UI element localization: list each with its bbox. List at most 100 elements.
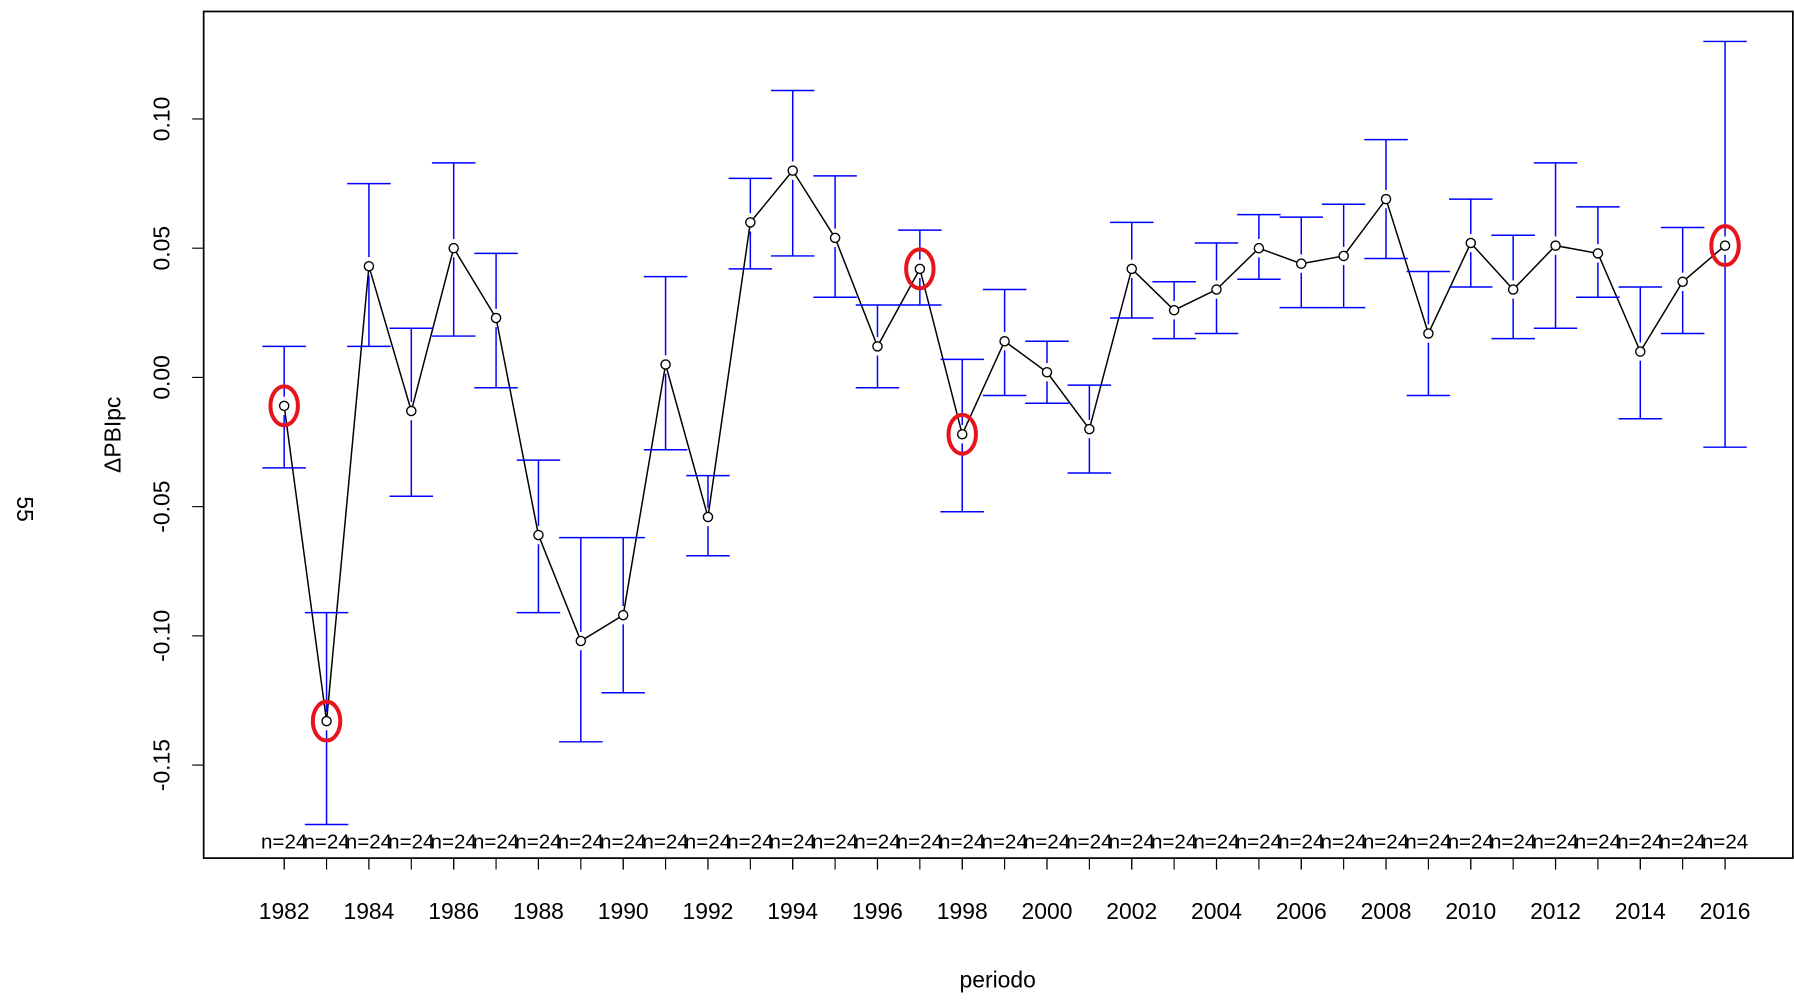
x-tick-label: 2012 xyxy=(1530,898,1581,924)
y-axis-label: ΔPBIpc xyxy=(99,397,125,473)
x-tick-label: 1988 xyxy=(513,898,564,924)
x-tick-label: 1990 xyxy=(598,898,649,924)
point xyxy=(575,635,587,647)
n-label: n=24 xyxy=(303,831,349,854)
point xyxy=(1677,276,1688,288)
point xyxy=(617,609,629,621)
n-label: n=24 xyxy=(1066,831,1112,854)
n-label: n=24 xyxy=(981,831,1027,854)
n-label: n=24 xyxy=(642,831,688,854)
point xyxy=(1126,263,1138,275)
x-tick-label: 2008 xyxy=(1361,898,1412,924)
n-label: n=24 xyxy=(600,831,646,854)
x-tick-label: 2016 xyxy=(1700,898,1751,924)
y-tick-label: -0.15 xyxy=(149,739,175,791)
n-label: n=24 xyxy=(1659,831,1705,854)
x-tick-label: 1984 xyxy=(343,898,394,924)
point xyxy=(914,263,926,275)
n-label: n=24 xyxy=(388,831,434,854)
x-tick-label: 1992 xyxy=(683,898,734,924)
x-tick-label: 2014 xyxy=(1615,898,1666,924)
n-label: n=24 xyxy=(1193,831,1239,854)
n-label: n=24 xyxy=(1024,831,1070,854)
n-label: n=24 xyxy=(854,831,900,854)
x-tick-label: 1996 xyxy=(852,898,903,924)
highlight-circle xyxy=(268,384,300,428)
point xyxy=(1550,240,1561,251)
n-label: n=24 xyxy=(770,831,816,854)
plot-frame xyxy=(202,10,1794,859)
point xyxy=(745,217,756,228)
point xyxy=(1168,304,1180,316)
n-label: n=24 xyxy=(558,831,604,854)
n-label: n=24 xyxy=(346,831,392,854)
highlight-circle xyxy=(310,699,343,743)
n-label: n=24 xyxy=(1109,831,1155,854)
n-label: n=24 xyxy=(1532,831,1578,854)
point xyxy=(829,232,841,244)
x-tick-label: 2010 xyxy=(1445,898,1496,924)
point xyxy=(278,400,290,412)
x-tick-label: 2002 xyxy=(1106,898,1157,924)
point xyxy=(363,261,375,272)
n-label: n=24 xyxy=(473,831,519,854)
point xyxy=(1296,258,1307,269)
n-label: n=24 xyxy=(1448,831,1494,854)
highlight-circle xyxy=(904,247,936,291)
point xyxy=(787,165,798,176)
point xyxy=(1719,240,1731,251)
x-tick-label: 1982 xyxy=(259,898,310,924)
y-tick-label: -0.05 xyxy=(149,481,175,533)
x-tick-label: 1986 xyxy=(428,898,479,924)
point xyxy=(702,511,714,523)
point xyxy=(321,715,332,727)
n-label: n=24 xyxy=(1278,831,1324,854)
n-label: n=24 xyxy=(812,831,858,854)
y-tick-label: 0.05 xyxy=(149,226,175,271)
n-label: n=24 xyxy=(897,831,943,854)
point xyxy=(1423,328,1434,339)
point xyxy=(956,429,968,440)
point xyxy=(1211,284,1222,295)
n-label: n=24 xyxy=(685,831,731,854)
point xyxy=(490,312,502,324)
n-label: n=24 xyxy=(1320,831,1366,854)
n-label: n=24 xyxy=(1405,831,1451,854)
n-label: n=24 xyxy=(1575,831,1621,854)
n-label: n=24 xyxy=(1236,831,1282,854)
n-label: n=24 xyxy=(431,831,477,854)
n-label: n=24 xyxy=(1363,831,1409,854)
point xyxy=(1380,193,1392,205)
point xyxy=(1041,366,1053,378)
n-label: n=24 xyxy=(1617,831,1663,854)
n-label: n=24 xyxy=(1151,831,1197,854)
x-tick-label: 2000 xyxy=(1022,898,1073,924)
y-tick-label: -0.10 xyxy=(149,610,175,662)
point xyxy=(533,529,544,541)
point xyxy=(872,341,883,352)
n-label: n=24 xyxy=(939,831,985,854)
point xyxy=(406,405,417,417)
x-tick-label: 1994 xyxy=(767,898,818,924)
x-tick-label: 1998 xyxy=(937,898,988,924)
n-label: n=24 xyxy=(515,831,561,854)
x-tick-label: 2006 xyxy=(1276,898,1327,924)
n-label: n=24 xyxy=(1490,831,1536,854)
point xyxy=(1465,237,1477,249)
point xyxy=(1084,423,1095,435)
y-tick-label: 0.00 xyxy=(149,355,175,400)
page-number: 55 xyxy=(12,496,38,521)
point xyxy=(1338,250,1349,262)
n-label: n=24 xyxy=(727,831,773,854)
highlight-circle xyxy=(1709,224,1741,268)
point xyxy=(1592,248,1604,259)
x-axis-label: periodo xyxy=(960,967,1036,993)
point xyxy=(660,359,671,370)
point xyxy=(999,335,1010,347)
n-label: n=24 xyxy=(1702,831,1748,854)
n-label: n=24 xyxy=(261,831,307,854)
point xyxy=(448,242,459,254)
highlight-circle xyxy=(946,412,978,456)
point xyxy=(1253,242,1265,254)
